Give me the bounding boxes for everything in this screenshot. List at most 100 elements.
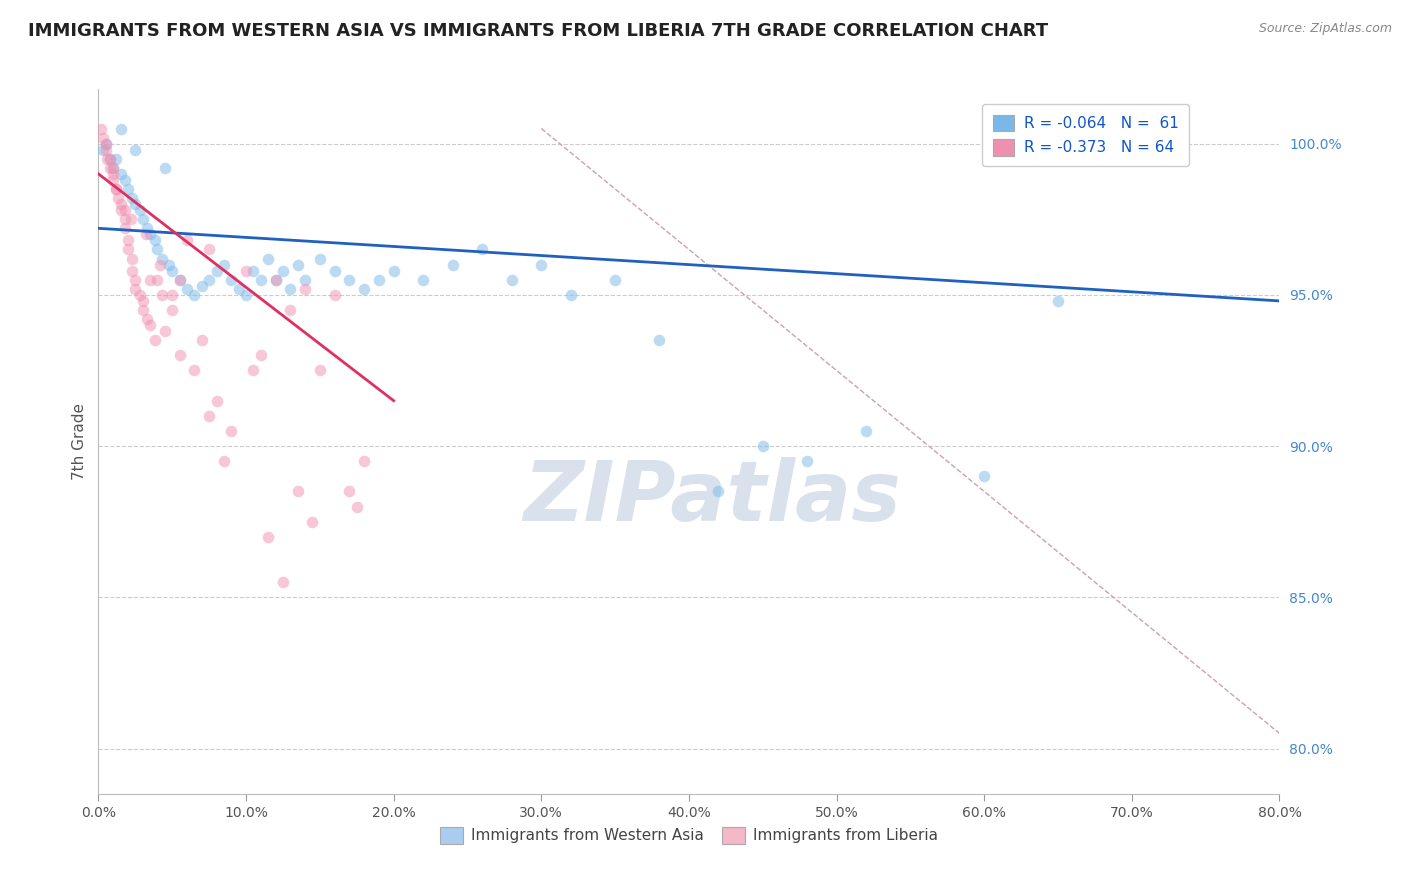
- Point: [139, 273, 162, 287]
- Text: IMMIGRANTS FROM WESTERN ASIA VS IMMIGRANTS FROM LIBERIA 7TH GRADE CORRELATION CH: IMMIGRANTS FROM WESTERN ASIA VS IMMIGRAN…: [28, 22, 1049, 40]
- Point: [560, 288, 582, 302]
- Point: [128, 288, 150, 302]
- Point: [117, 243, 139, 257]
- Point: [1047, 293, 1070, 308]
- Point: [124, 282, 146, 296]
- Point: [1091, 130, 1114, 145]
- Point: [250, 273, 273, 287]
- Point: [132, 212, 155, 227]
- Point: [132, 293, 155, 308]
- Point: [157, 258, 180, 272]
- Point: [135, 227, 157, 242]
- Point: [257, 530, 280, 544]
- Point: [91, 143, 114, 157]
- Point: [183, 288, 205, 302]
- Point: [110, 121, 132, 136]
- Point: [124, 143, 146, 157]
- Point: [235, 263, 257, 277]
- Point: [91, 130, 114, 145]
- Point: [110, 203, 132, 218]
- Point: [530, 258, 553, 272]
- Point: [143, 333, 166, 347]
- Point: [353, 454, 375, 468]
- Point: [323, 288, 346, 302]
- Point: [120, 212, 142, 227]
- Y-axis label: 7th Grade: 7th Grade: [72, 403, 87, 480]
- Point: [294, 273, 316, 287]
- Point: [264, 273, 287, 287]
- Point: [205, 263, 228, 277]
- Point: [110, 197, 132, 211]
- Point: [117, 182, 139, 196]
- Point: [94, 136, 117, 151]
- Point: [153, 161, 176, 175]
- Point: [412, 273, 434, 287]
- Point: [162, 303, 183, 318]
- Point: [309, 363, 332, 377]
- Point: [250, 348, 273, 362]
- Point: [221, 273, 243, 287]
- Point: [339, 484, 361, 499]
- Point: [501, 273, 523, 287]
- Point: [198, 273, 221, 287]
- Point: [105, 152, 128, 166]
- Point: [169, 273, 191, 287]
- Point: [176, 282, 198, 296]
- Point: [441, 258, 464, 272]
- Point: [309, 252, 332, 266]
- Point: [98, 161, 121, 175]
- Point: [271, 575, 294, 590]
- Point: [169, 273, 191, 287]
- Point: [280, 282, 302, 296]
- Point: [183, 363, 205, 377]
- Point: [110, 167, 132, 181]
- Point: [176, 234, 198, 248]
- Point: [301, 515, 323, 529]
- Point: [198, 243, 221, 257]
- Point: [707, 484, 730, 499]
- Point: [103, 167, 125, 181]
- Point: [796, 454, 818, 468]
- Point: [228, 282, 250, 296]
- Text: ZIPatlas: ZIPatlas: [523, 458, 901, 539]
- Point: [105, 182, 128, 196]
- Point: [128, 203, 150, 218]
- Point: [382, 263, 405, 277]
- Point: [294, 282, 316, 296]
- Point: [136, 221, 159, 235]
- Point: [149, 258, 172, 272]
- Point: [221, 424, 243, 438]
- Point: [271, 263, 294, 277]
- Point: [855, 424, 877, 438]
- Point: [114, 203, 136, 218]
- Point: [114, 212, 136, 227]
- Point: [96, 152, 118, 166]
- Point: [752, 439, 775, 453]
- Point: [150, 252, 173, 266]
- Point: [242, 363, 264, 377]
- Point: [242, 263, 264, 277]
- Point: [191, 333, 214, 347]
- Point: [139, 227, 162, 242]
- Point: [162, 288, 183, 302]
- Point: [143, 234, 166, 248]
- Point: [121, 191, 143, 205]
- Point: [139, 318, 162, 332]
- Point: [605, 273, 627, 287]
- Point: [346, 500, 368, 514]
- Point: [146, 273, 169, 287]
- Point: [94, 136, 117, 151]
- Point: [136, 312, 159, 326]
- Point: [114, 221, 136, 235]
- Point: [114, 173, 136, 187]
- Text: Source: ZipAtlas.com: Source: ZipAtlas.com: [1258, 22, 1392, 36]
- Point: [287, 258, 309, 272]
- Point: [103, 161, 125, 175]
- Point: [368, 273, 391, 287]
- Point: [162, 263, 183, 277]
- Point: [198, 409, 221, 423]
- Point: [121, 252, 143, 266]
- Point: [287, 484, 309, 499]
- Point: [264, 273, 287, 287]
- Point: [169, 348, 191, 362]
